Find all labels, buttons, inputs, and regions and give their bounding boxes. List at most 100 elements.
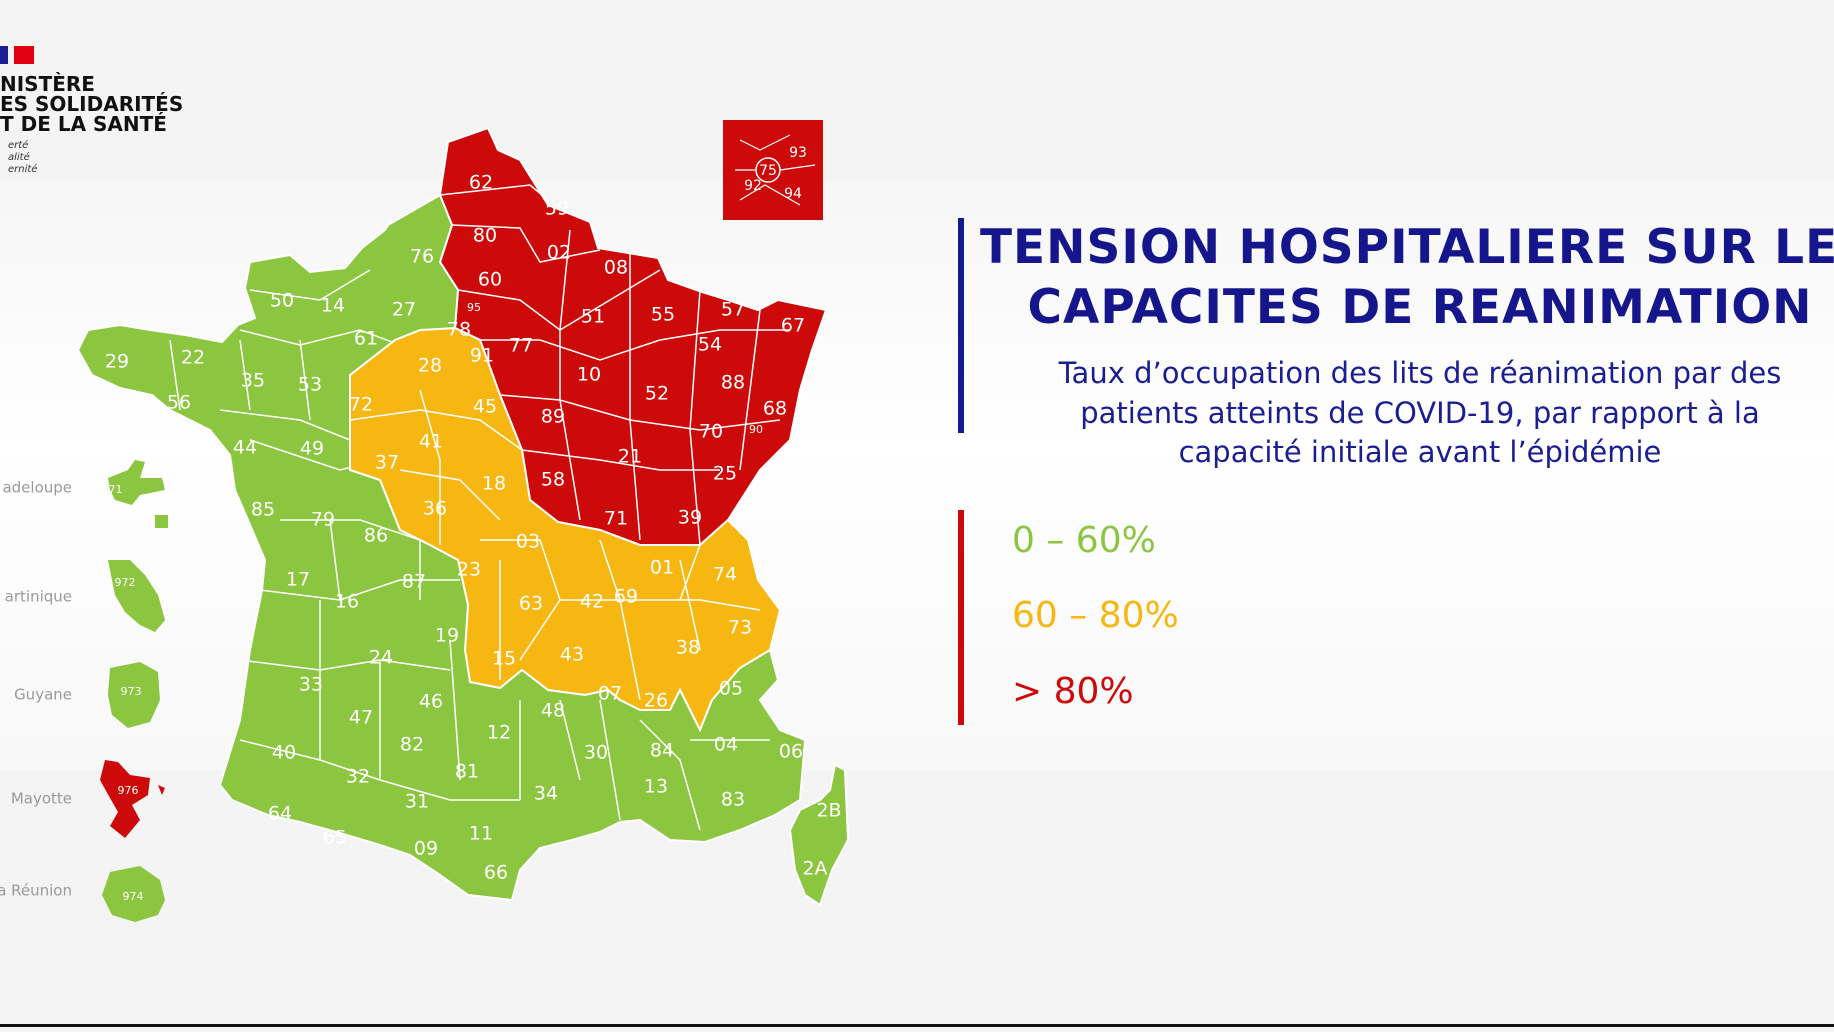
department-label-78: 78 — [447, 319, 471, 341]
department-label-95: 95 — [467, 301, 481, 314]
department-label-47: 47 — [349, 707, 373, 729]
department-label-38: 38 — [676, 637, 700, 659]
idf-inset-borders — [735, 134, 816, 206]
department-label-82: 82 — [400, 734, 424, 756]
overseas-code-971: 971 — [102, 483, 123, 496]
department-label-67: 67 — [781, 315, 805, 337]
department-label-73: 73 — [728, 617, 752, 639]
legend-green: 0 – 60% — [1012, 520, 1156, 561]
overseas-code-973: 973 — [121, 685, 142, 698]
idf-inset-label-92: 92 — [744, 178, 762, 194]
department-label-79: 79 — [311, 509, 335, 531]
logo-line-2: ES SOLIDARITÉS — [0, 92, 184, 116]
corsica-fill — [788, 763, 850, 907]
logo-motto-2: alité — [8, 152, 30, 163]
overseas-label-mayotte: Mayotte — [11, 790, 72, 808]
subtitle-line-2: patients atteints de COVID-19, par rappo… — [1080, 396, 1760, 430]
subtitle-line-3: capacité initiale avant l’épidémie — [1178, 435, 1662, 469]
department-label-91: 91 — [470, 345, 494, 367]
department-label-35: 35 — [241, 370, 265, 392]
department-label-71: 71 — [604, 508, 628, 530]
department-label-63: 63 — [519, 593, 543, 615]
flag-blue-stripe — [0, 46, 8, 64]
overseas-label-guyane: Guyane — [14, 686, 72, 704]
overseas-976-shape — [100, 760, 165, 838]
department-label-62: 62 — [469, 172, 493, 194]
department-label-25: 25 — [713, 463, 737, 485]
department-labels: 62 59 80 02 08 60 95 78 91 77 51 55 57 67 54 10 52 88 6890… — [105, 145, 842, 884]
legend-red: > 80% — [1012, 671, 1134, 712]
department-label-90: 90 — [749, 423, 763, 436]
department-label-41: 41 — [419, 431, 443, 453]
department-label-51: 51 — [581, 306, 605, 328]
title-line-2: CAPACITES DE REANIMATION — [1027, 280, 1813, 335]
department-label-02: 02 — [547, 242, 571, 264]
department-label-87: 87 — [402, 571, 426, 593]
department-label-70: 70 — [699, 421, 723, 443]
overseas-code-976: 976 — [118, 784, 139, 797]
legend-orange: 60 – 80% — [1012, 595, 1179, 636]
department-label-59: 59 — [545, 198, 569, 220]
overseas-label-guadeloupe: adeloupe — [2, 479, 72, 497]
overseas-label-martinique: artinique — [5, 588, 72, 606]
department-label-13: 13 — [644, 776, 668, 798]
department-label-84: 84 — [650, 740, 674, 762]
department-label-86: 86 — [364, 525, 388, 547]
department-label-06: 06 — [779, 741, 803, 763]
department-label-23: 23 — [457, 559, 481, 581]
department-label-74: 74 — [713, 564, 737, 586]
title-line-1: TENSION HOSPITALIERE SUR LES — [980, 220, 1834, 275]
department-label-07: 07 — [598, 683, 622, 705]
idf-inset-label-94: 94 — [784, 186, 802, 202]
department-label-22: 22 — [181, 347, 205, 369]
department-label-2A: 2A — [802, 858, 827, 880]
department-label-16: 16 — [335, 591, 359, 613]
department-label-26: 26 — [644, 690, 668, 712]
department-label-44: 44 — [233, 437, 257, 459]
department-label-65: 65 — [323, 827, 347, 849]
overseas-974-shape — [102, 866, 165, 922]
department-label-24: 24 — [369, 647, 393, 669]
department-label-09: 09 — [414, 838, 438, 860]
department-label-81: 81 — [455, 761, 479, 783]
department-label-53: 53 — [298, 374, 322, 396]
department-label-03: 03 — [516, 531, 540, 553]
department-label-08: 08 — [604, 257, 628, 279]
overseas-code-972: 972 — [115, 576, 136, 589]
department-label-29: 29 — [105, 351, 129, 373]
department-label-66: 66 — [484, 862, 508, 884]
department-label-52: 52 — [645, 383, 669, 405]
department-label-45: 45 — [473, 396, 497, 418]
idf-inset-label-75: 75 — [759, 163, 777, 179]
department-label-83: 83 — [721, 789, 745, 811]
department-label-14: 14 — [321, 295, 345, 317]
red-dept-borders — [440, 184, 790, 545]
department-label-89: 89 — [541, 406, 565, 428]
department-label-69: 69 — [614, 586, 638, 608]
department-label-58: 58 — [541, 469, 565, 491]
department-label-42: 42 — [580, 591, 604, 613]
department-label-77: 77 — [509, 335, 533, 357]
department-label-80: 80 — [473, 225, 497, 247]
logo-motto-1: erté — [8, 140, 29, 151]
overseas-code-974: 974 — [123, 890, 144, 903]
department-label-18: 18 — [482, 473, 506, 495]
department-label-33: 33 — [299, 674, 323, 696]
department-label-72: 72 — [349, 394, 373, 416]
department-label-2B: 2B — [816, 800, 841, 822]
department-label-56: 56 — [167, 392, 191, 414]
ministry-logo: NISTÈRE ES SOLIDARITÉS T DE LA SANTÉ ert… — [0, 40, 190, 190]
department-label-76: 76 — [410, 246, 434, 268]
department-label-15: 15 — [492, 648, 516, 670]
department-label-04: 04 — [714, 734, 738, 756]
department-label-34: 34 — [534, 783, 558, 805]
department-label-05: 05 — [719, 678, 743, 700]
overseas-label-reunion: a Réunion — [0, 882, 72, 900]
department-label-10: 10 — [577, 364, 601, 386]
idf-inset-label-93: 93 — [789, 145, 807, 161]
department-label-21: 21 — [618, 446, 642, 468]
department-label-64: 64 — [268, 803, 292, 825]
department-label-27: 27 — [392, 299, 416, 321]
department-label-50: 50 — [270, 290, 294, 312]
